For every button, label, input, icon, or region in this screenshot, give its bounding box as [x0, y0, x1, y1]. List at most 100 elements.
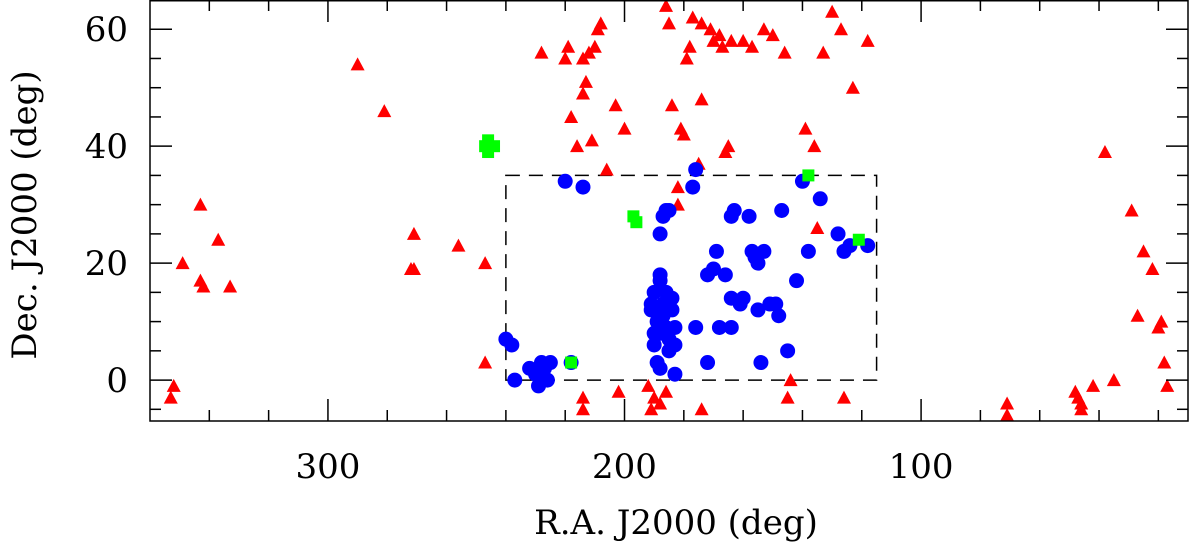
triangle-point — [694, 92, 709, 106]
plot-frame — [149, 0, 1189, 422]
triangle-point — [641, 378, 656, 392]
triangle-point — [1124, 203, 1139, 217]
triangle-point — [570, 139, 585, 153]
triangle-point — [211, 232, 226, 246]
circle-point — [652, 226, 668, 242]
triangle-point — [807, 139, 822, 153]
triangle-point — [712, 28, 727, 42]
triangle-point — [694, 402, 709, 416]
triangle-point — [647, 390, 662, 404]
circle-point — [708, 243, 724, 259]
triangle-point — [193, 197, 208, 211]
circle-point — [646, 325, 662, 341]
triangle-point — [825, 4, 840, 18]
x-tick-label: 300 — [295, 447, 360, 487]
triangle-point — [617, 121, 632, 135]
triangle-point — [163, 390, 178, 404]
triangle-point — [196, 279, 211, 293]
circle-point — [667, 319, 683, 335]
circle-point — [711, 319, 727, 335]
square-point — [802, 169, 815, 182]
triangle-point — [558, 51, 573, 65]
triangle-point — [608, 98, 623, 112]
square-point — [488, 140, 501, 153]
triangle-point — [703, 22, 718, 36]
triangle-point — [659, 0, 674, 12]
square-point — [630, 216, 643, 229]
triangle-point — [653, 396, 668, 410]
triangle-point — [406, 261, 421, 275]
triangle-point — [798, 121, 813, 135]
triangle-point — [1136, 244, 1151, 258]
y-tick-label: 40 — [85, 127, 128, 167]
triangle-point — [836, 390, 851, 404]
triangle-point — [575, 402, 590, 416]
circle-point — [768, 296, 784, 312]
circle-point — [652, 267, 668, 283]
circle-point — [542, 355, 558, 371]
circle-point — [753, 355, 769, 371]
triangle-point — [584, 133, 599, 147]
ticks-layer — [150, 0, 1188, 421]
y-axis-label: Dec. J2000 (deg) — [5, 70, 45, 359]
circle-point — [774, 203, 790, 218]
circle-point — [771, 308, 787, 324]
triangle-point — [223, 279, 238, 293]
triangle-point — [780, 390, 795, 404]
x-tick-label: 100 — [889, 447, 954, 487]
triangle-point — [644, 402, 659, 416]
y-tick-label: 0 — [106, 361, 128, 401]
x-axis-label: R.A. J2000 (deg) — [534, 503, 818, 543]
triangle-point — [810, 221, 825, 235]
circle-point — [646, 337, 662, 353]
x-tick-label: 200 — [592, 447, 657, 487]
circle-point — [830, 226, 846, 242]
triangle-point — [664, 98, 679, 112]
triangle-point — [1157, 355, 1172, 369]
triangle-point — [745, 39, 760, 53]
triangle-point — [575, 86, 590, 100]
triangle-point — [1160, 378, 1175, 392]
triangle-point — [451, 238, 466, 252]
circle-point — [780, 343, 796, 359]
circle-point — [750, 255, 766, 271]
circle-point — [504, 337, 520, 353]
circle-point — [685, 179, 701, 195]
triangle-point — [1097, 145, 1112, 159]
circle-point — [664, 290, 680, 306]
circle-point — [667, 366, 683, 382]
triangle-point — [736, 33, 751, 47]
circle-point — [661, 203, 677, 218]
circle-point — [539, 372, 555, 388]
triangle-point — [478, 256, 493, 270]
circle-point — [723, 319, 739, 335]
circle-point — [646, 284, 662, 300]
circle-point — [667, 337, 683, 353]
triangle-point — [1000, 408, 1015, 422]
triangle-point — [611, 384, 626, 398]
triangle-point — [783, 373, 798, 387]
triangle-point — [1000, 396, 1015, 410]
circle-point — [812, 191, 828, 207]
triangle-point — [1145, 261, 1160, 275]
triangle-point — [578, 74, 593, 88]
triangle-point — [662, 16, 676, 30]
y-tick-label: 60 — [85, 10, 128, 50]
circle-point — [575, 179, 591, 195]
circle-point — [800, 243, 816, 259]
circle-point — [789, 273, 805, 289]
y-tick-label: 20 — [85, 244, 128, 284]
triangle-point — [834, 22, 849, 36]
circle-point — [652, 360, 668, 376]
triangle-point — [756, 22, 771, 36]
triangle-point — [860, 33, 875, 47]
circle-point — [700, 355, 716, 371]
triangle-point — [659, 384, 674, 398]
circle-point — [688, 162, 704, 178]
triangle-point — [845, 80, 860, 94]
triangle-point — [599, 162, 614, 176]
triangle-point — [1086, 378, 1101, 392]
triangle-point — [724, 33, 739, 47]
triangle-point — [561, 39, 576, 53]
triangle-point — [587, 39, 602, 53]
